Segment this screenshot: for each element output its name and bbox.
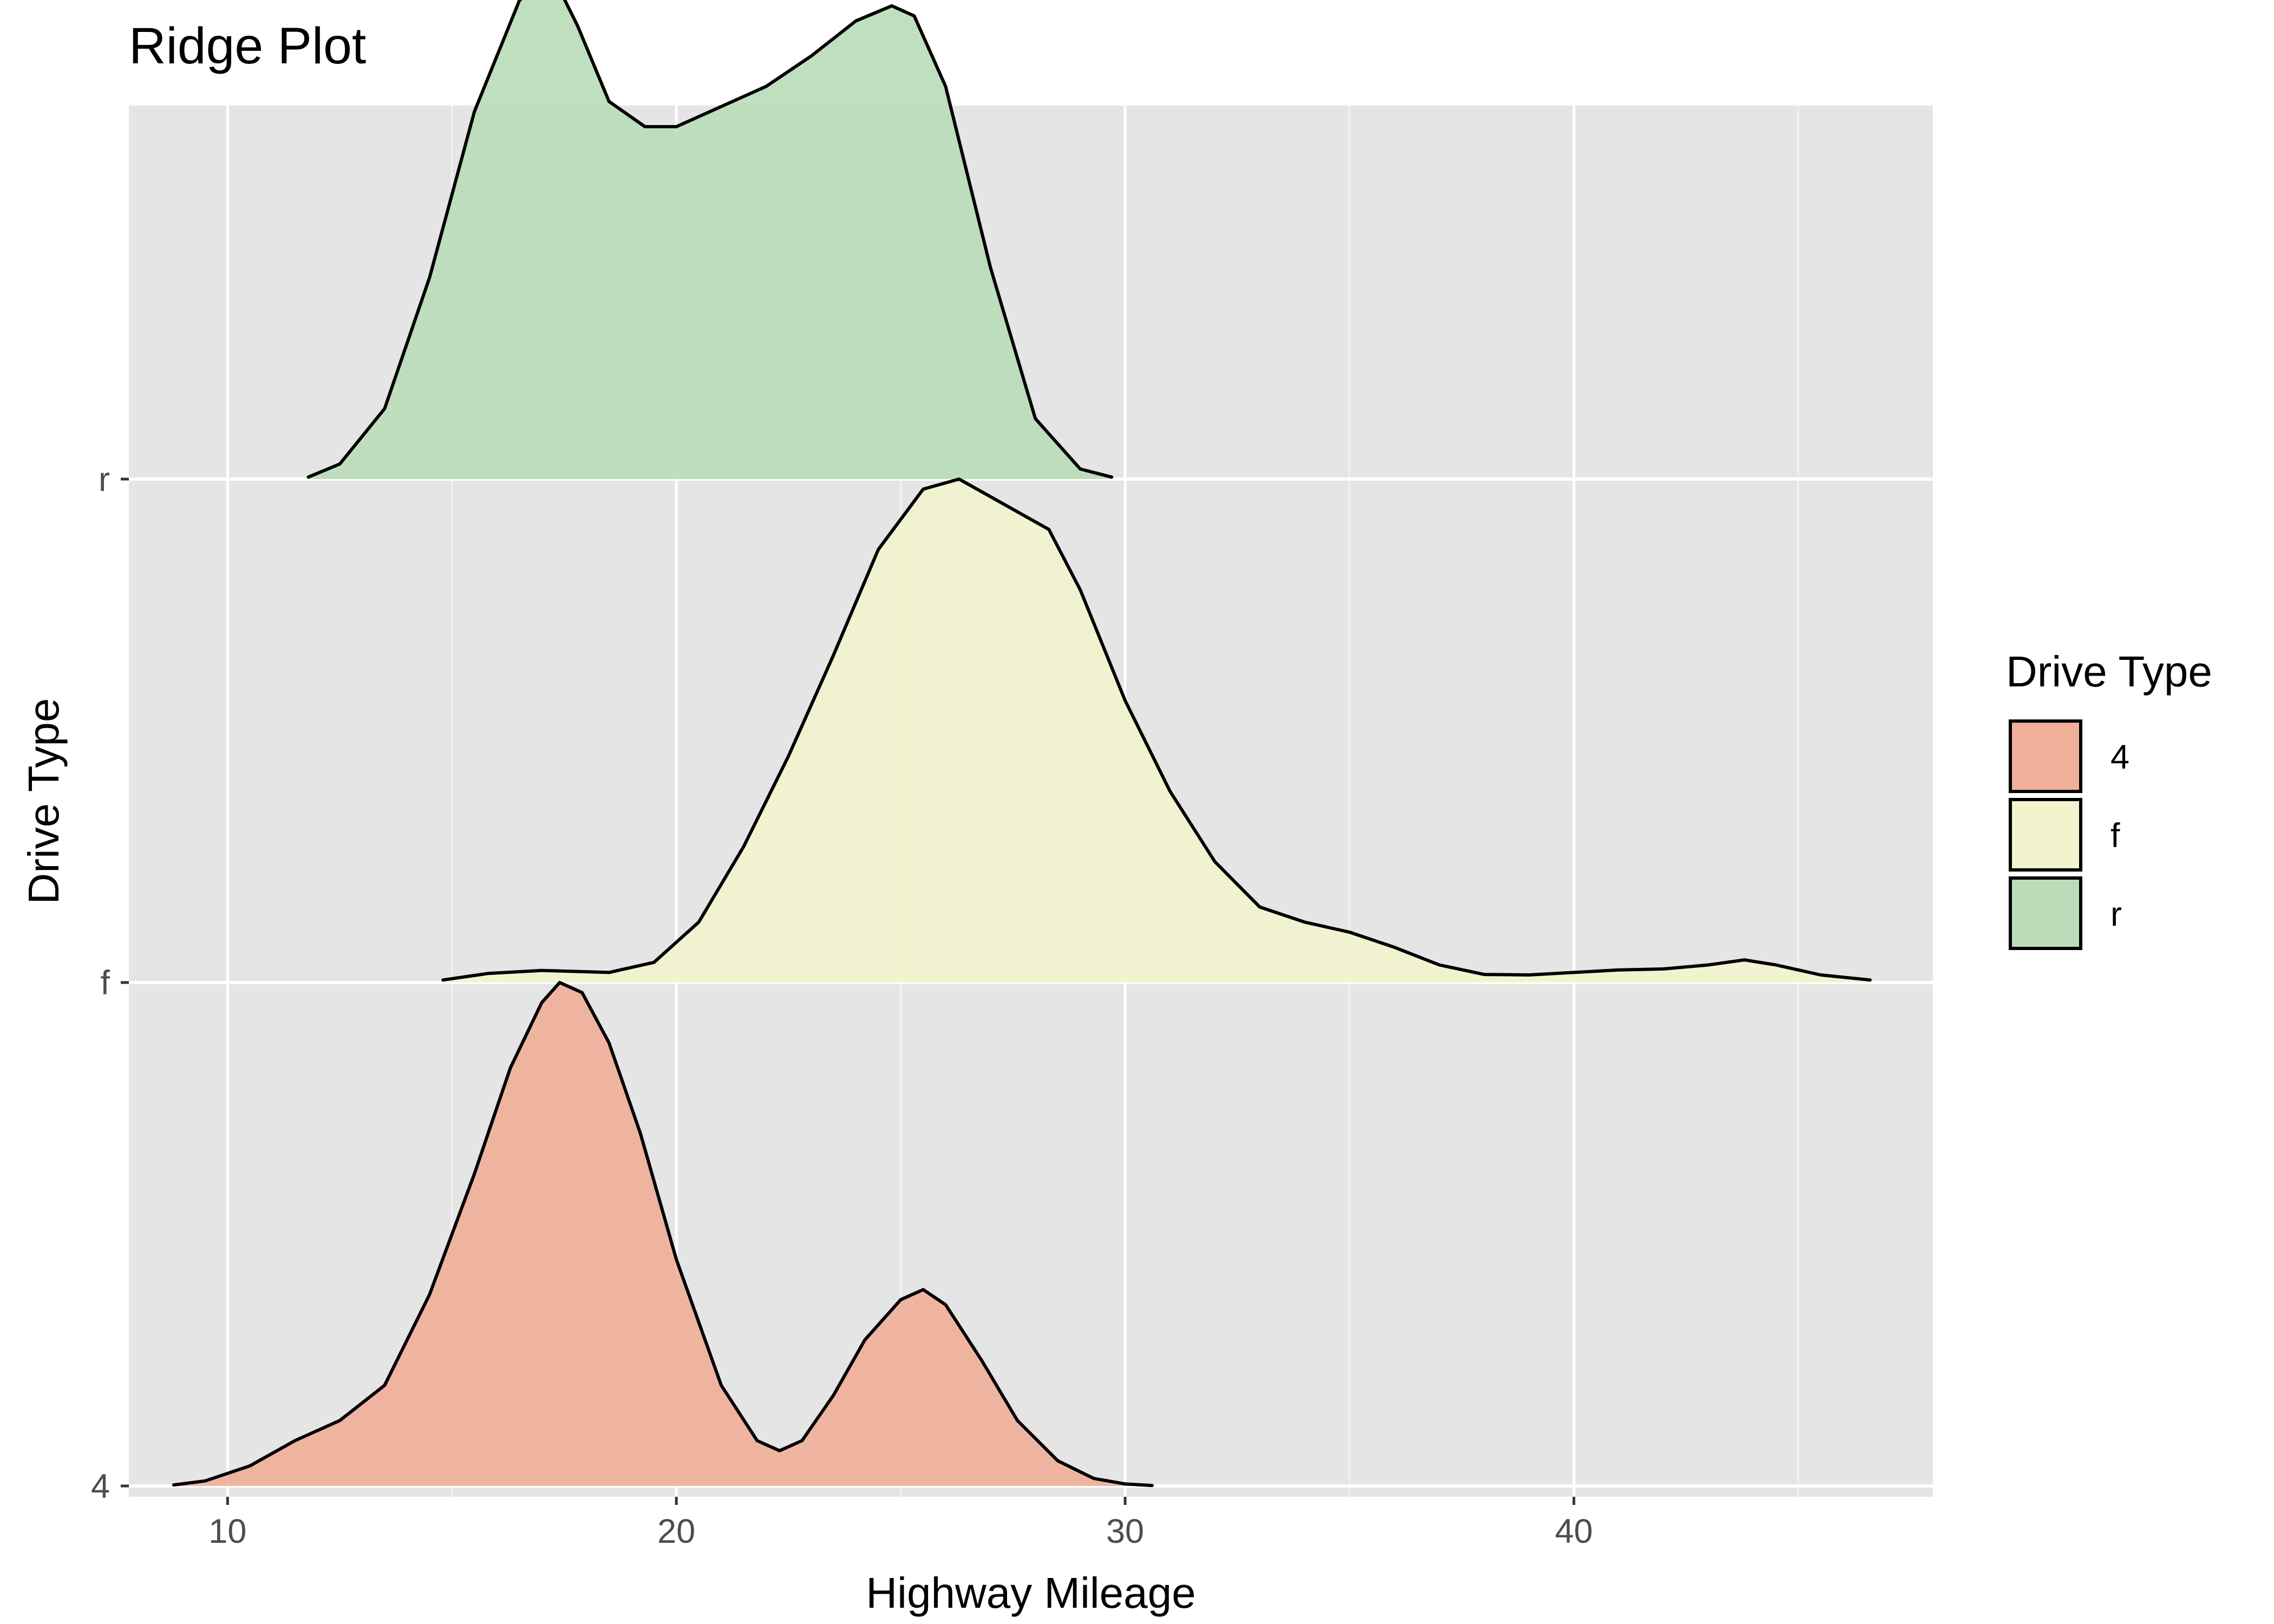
legend-label: 4 — [2110, 738, 2129, 776]
y-tick-label: r — [99, 461, 110, 499]
legend-swatch-4 — [2009, 719, 2082, 793]
y-axis-title: Drive Type — [19, 698, 68, 905]
ridge-outline-4 — [172, 981, 1154, 1488]
legend-title: Drive Type — [2006, 647, 2212, 696]
legend-label: r — [2110, 895, 2122, 933]
ridge-outline-f — [441, 477, 1872, 982]
y-tick-label: 4 — [91, 1468, 110, 1505]
chart-title: Ridge Plot — [129, 17, 366, 75]
ridge-fill-r — [308, 0, 1112, 479]
legend-swatch-f — [2009, 798, 2082, 872]
legend-swatch-r — [2009, 876, 2082, 950]
legend-items: 4 f r — [2009, 719, 2129, 950]
x-axis-title: Highway Mileage — [866, 1569, 1195, 1617]
x-tick-label: 40 — [1555, 1512, 1593, 1550]
x-tick-label: 20 — [657, 1512, 695, 1550]
legend: Drive Type 4 f r — [2006, 647, 2212, 950]
ridge-outline-r — [306, 0, 1114, 479]
x-tick-label: 10 — [208, 1512, 246, 1550]
y-tick-label: f — [100, 964, 110, 1002]
ridge-fill-f — [443, 479, 1871, 983]
density-ridges — [172, 0, 1872, 1488]
legend-label: f — [2110, 817, 2120, 855]
x-tick-label: 30 — [1106, 1512, 1144, 1550]
ridge-fill-4 — [173, 983, 1152, 1486]
axes: 10 20 30 40 4 f r — [91, 461, 1593, 1550]
